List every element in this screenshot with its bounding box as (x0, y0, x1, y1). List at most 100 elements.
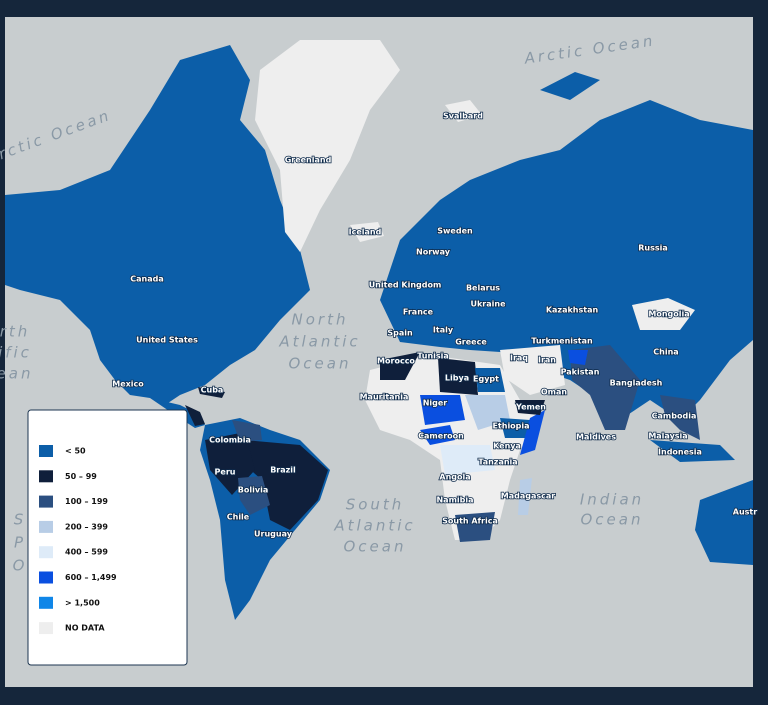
legend-label: > 1,500 (65, 598, 100, 607)
legend-label: 400 – 599 (65, 548, 108, 557)
country-label: Bolivia (238, 486, 268, 495)
legend-swatch (39, 495, 53, 508)
country-label: Angola (439, 473, 470, 482)
country-label: Kenya (493, 442, 521, 451)
country-label: Mongolia (648, 310, 689, 319)
land (518, 478, 532, 515)
legend-box (27, 409, 188, 666)
country-label: Malaysia (648, 432, 687, 441)
ocean-label: Ocean (344, 538, 407, 556)
land (198, 387, 225, 398)
country-label: Tanzania (478, 458, 517, 467)
land (695, 480, 753, 565)
legend-swatch (39, 571, 53, 584)
legend-label: 200 – 399 (65, 522, 108, 531)
ocean-label: South (346, 496, 405, 514)
country-label: Italy (433, 326, 454, 335)
ocean-label: O (13, 557, 28, 575)
legend-label: 100 – 199 (65, 497, 108, 506)
country-label: Cameroon (418, 432, 464, 441)
land (540, 72, 600, 100)
ocean-label: Atlantic (333, 517, 415, 535)
country-label: France (403, 308, 434, 317)
land (475, 368, 505, 392)
land (500, 418, 532, 438)
country-label: Cuba (201, 386, 224, 395)
land (5, 45, 310, 405)
ocean-label: Indian (580, 491, 644, 509)
legend-swatch (39, 546, 53, 559)
country-label: Colombia (209, 436, 251, 445)
land (650, 440, 735, 462)
country-label: Namibia (436, 496, 473, 505)
legend-swatch (39, 470, 53, 483)
land (380, 100, 753, 420)
country-label: Canada (130, 275, 164, 284)
country-label: Yemen (515, 403, 546, 412)
land (255, 40, 400, 252)
country-label: Niger (423, 399, 448, 408)
land (232, 420, 262, 442)
land (570, 345, 640, 430)
land (465, 395, 510, 430)
country-label: Bangladesh (610, 379, 663, 388)
country-label: Oman (541, 388, 568, 397)
legend: < 50 50 – 99 100 – 199 200 – 399 400 – 599 60… (39, 445, 117, 635)
ocean-label: ean (0, 365, 33, 383)
country-label: Spain (387, 329, 413, 338)
legend-label: 50 – 99 (65, 472, 97, 481)
country-label: Turkmenistan (531, 337, 593, 346)
country-label: Austr (733, 508, 757, 517)
land (420, 395, 465, 425)
land (515, 400, 545, 415)
country-label: Sweden (437, 227, 473, 236)
country-label: China (653, 348, 678, 357)
land (380, 352, 420, 380)
country-label: Morocco (377, 357, 415, 366)
land (420, 425, 455, 445)
ocean-label: rth (0, 323, 30, 341)
country-label: Cambodia (652, 412, 697, 421)
legend-label: 600 – 1,499 (65, 573, 117, 582)
land (238, 476, 270, 515)
country-label: Ethiopia (492, 422, 529, 431)
country-label: United Kingdom (369, 281, 442, 290)
country-label: Maldives (576, 433, 616, 442)
country-label: South Africa (442, 517, 498, 526)
country-label: Iceland (349, 228, 382, 237)
land (185, 405, 205, 426)
land (500, 345, 565, 395)
country-label: Russia (638, 244, 668, 253)
land (455, 512, 495, 542)
country-label: Libya (445, 374, 469, 383)
legend-label: < 50 (65, 447, 86, 456)
country-label: Brazil (270, 466, 296, 475)
country-label: Greenland (285, 156, 332, 165)
country-label: Kazakhstan (546, 306, 599, 315)
land (440, 445, 495, 475)
country-label: Norway (416, 248, 451, 257)
land (438, 358, 478, 395)
country-label: Uruguay (254, 530, 293, 539)
legend-swatch (39, 622, 53, 635)
ocean-label: Atlantic (278, 333, 360, 351)
land (632, 298, 695, 330)
country-label: Mauritania (360, 393, 409, 402)
land (245, 440, 328, 530)
country-label: Ukraine (470, 300, 506, 309)
legend-label: NO DATA (65, 624, 105, 633)
country-label: Svalbard (443, 112, 483, 121)
ocean-label: Ocean (289, 355, 352, 373)
country-label: Indonesia (658, 448, 702, 457)
land (350, 222, 384, 242)
land (568, 350, 588, 365)
country-label: Greece (455, 338, 487, 347)
legend-swatch (39, 445, 53, 457)
ocean-label: ific (0, 344, 32, 362)
country-label: United States (136, 336, 198, 345)
country-label: Pakistan (561, 368, 600, 377)
country-label: Iraq (510, 354, 528, 363)
country-label: Egypt (473, 375, 499, 384)
ocean-label: S (14, 511, 27, 529)
